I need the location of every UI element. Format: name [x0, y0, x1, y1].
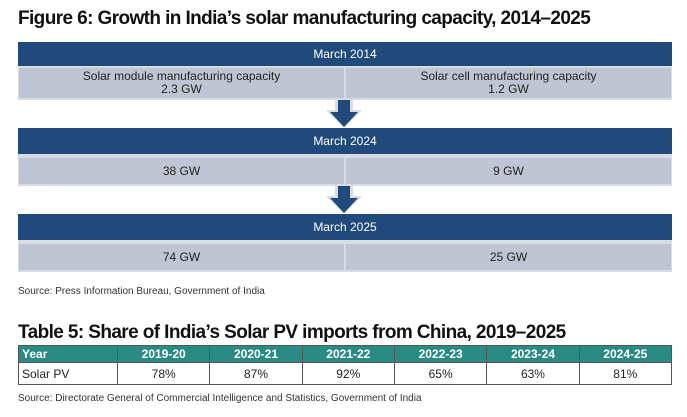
- row-label: Solar PV: [18, 362, 118, 385]
- figure-title: Figure 6: Growth in India’s solar manufa…: [18, 8, 591, 29]
- table-source: Source: Directorate General of Commercia…: [18, 393, 422, 404]
- stage-row-2024: 38 GW 9 GW: [18, 156, 672, 186]
- header-cell: 2024-25: [578, 345, 673, 363]
- cell-value: 9 GW: [346, 158, 671, 184]
- value-cell: 78%: [116, 362, 211, 385]
- value-cell: 87%: [209, 362, 303, 385]
- cell-value: 1.2 GW: [488, 82, 529, 96]
- module-value: 38 GW: [19, 158, 344, 184]
- stage-header-2014: March 2014: [18, 42, 672, 68]
- stage-row-2014: Solar module manufacturing capacity 2.3 G…: [18, 66, 672, 100]
- header-cell: 2021-22: [301, 345, 395, 363]
- module-cell: Solar module manufacturing capacity 2.3 G…: [19, 68, 344, 98]
- imports-table: Year 2019-20 2020-21 2021-22 2022-23 202…: [18, 345, 673, 385]
- header-cell: 2022-23: [393, 345, 488, 363]
- table-header-row: Year 2019-20 2020-21 2021-22 2022-23 202…: [18, 345, 673, 363]
- table-title: Table 5: Share of India’s Solar PV impor…: [18, 322, 566, 343]
- stage-header-2024: March 2024: [18, 128, 672, 156]
- value-cell: 92%: [301, 362, 395, 385]
- header-cell: 2019-20: [116, 345, 211, 363]
- table-row: Solar PV 78% 87% 92% 65% 63% 81%: [18, 362, 673, 385]
- down-arrow-icon: [326, 186, 362, 214]
- down-arrow-icon: [326, 100, 362, 128]
- cell-label: Solar cell manufacturing capacity: [420, 69, 597, 83]
- cell-value: 25 GW: [346, 244, 671, 270]
- stage-header-2025: March 2025: [18, 214, 672, 242]
- header-cell: Year: [18, 345, 118, 363]
- stage-row-2025: 74 GW 25 GW: [18, 242, 672, 272]
- cell-cell: Solar cell manufacturing capacity 1.2 GW: [346, 68, 671, 98]
- value-cell: 65%: [393, 362, 488, 385]
- value-cell: 81%: [578, 362, 673, 385]
- module-value: 74 GW: [19, 244, 344, 270]
- module-label: Solar module manufacturing capacity: [82, 69, 281, 83]
- header-cell: 2023-24: [486, 345, 580, 363]
- header-cell: 2020-21: [209, 345, 303, 363]
- value-cell: 63%: [486, 362, 580, 385]
- figure-source: Source: Press Information Bureau, Govern…: [18, 286, 265, 297]
- module-value: 2.3 GW: [161, 82, 202, 96]
